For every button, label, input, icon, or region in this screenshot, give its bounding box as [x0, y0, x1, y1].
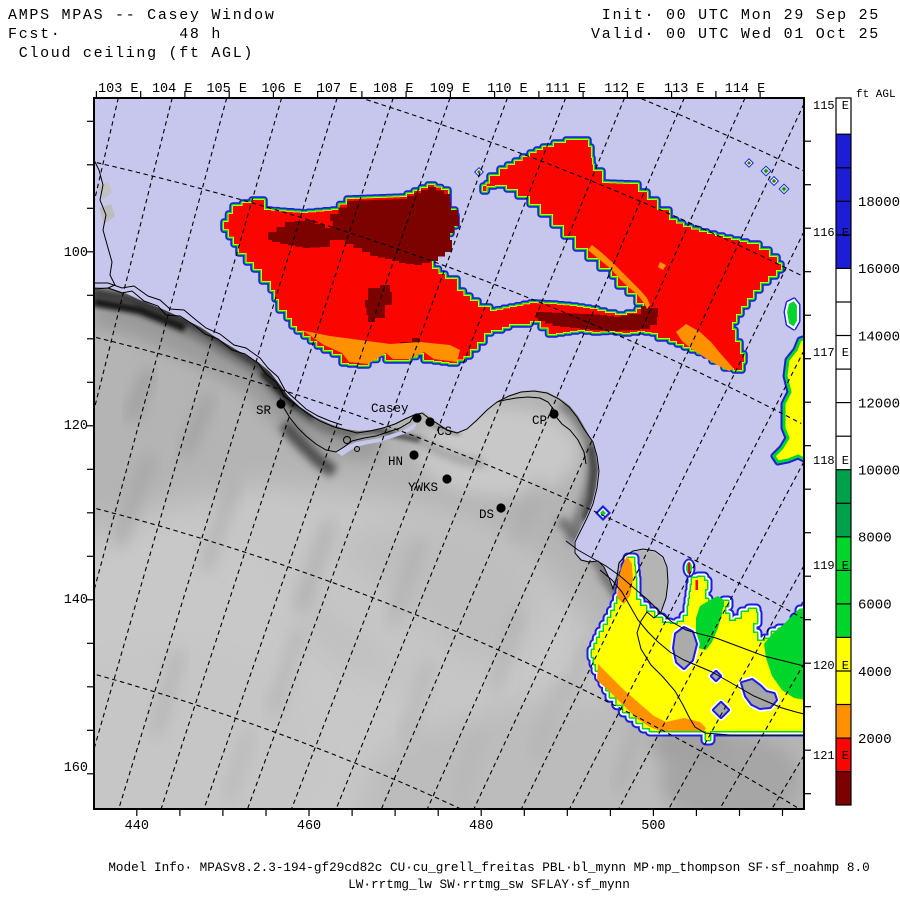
svg-text:111 E: 111 E [545, 82, 586, 97]
svg-text:460: 460 [297, 819, 321, 834]
svg-text:CS: CS [437, 425, 452, 439]
svg-text:105 E: 105 E [206, 82, 247, 97]
svg-text:107 E: 107 E [317, 82, 358, 97]
svg-text:6000: 6000 [858, 598, 892, 614]
svg-text:440: 440 [125, 819, 149, 834]
svg-text:112 E: 112 E [604, 82, 645, 97]
svg-text:8000: 8000 [858, 531, 892, 547]
svg-text:100: 100 [64, 246, 88, 261]
svg-text:4000: 4000 [858, 665, 892, 681]
svg-text:119 E: 119 E [813, 559, 849, 573]
svg-text:16000: 16000 [858, 262, 900, 278]
svg-text:DS: DS [479, 508, 494, 522]
svg-text:2000: 2000 [858, 732, 892, 748]
svg-text:118 E: 118 E [813, 454, 849, 468]
svg-text:110 E: 110 E [487, 82, 528, 97]
svg-text:AMPS MPAS -- Casey Window: AMPS MPAS -- Casey Window [8, 7, 276, 24]
svg-text:121 E: 121 E [813, 749, 849, 763]
svg-text:500: 500 [641, 819, 665, 834]
svg-text:Model Info· MPASv8.2.3-194-gf2: Model Info· MPASv8.2.3-194-gf29cd82c CU·… [108, 860, 869, 875]
svg-text:120: 120 [64, 419, 88, 434]
svg-text:SR: SR [256, 404, 272, 418]
svg-text:116 E: 116 E [813, 226, 849, 240]
svg-text:480: 480 [469, 819, 493, 834]
svg-text:LW·rrtmg_lw SW·rrtmg_sw SFLAY·: LW·rrtmg_lw SW·rrtmg_sw SFLAY·sf_mynn [348, 877, 630, 892]
svg-text:Fcst· 48 h: Fcst· 48 h [8, 26, 222, 43]
svg-text:108 E: 108 E [373, 82, 414, 97]
svg-text:14000: 14000 [858, 329, 900, 345]
svg-text:120 E: 120 E [813, 659, 849, 673]
svg-text:109 E: 109 E [430, 82, 471, 97]
svg-text:106 E: 106 E [261, 82, 302, 97]
svg-text:104 E: 104 E [152, 82, 193, 97]
svg-text:103 E: 103 E [98, 82, 139, 97]
svg-text:12000: 12000 [858, 396, 900, 412]
svg-text:YWKS: YWKS [408, 481, 438, 495]
svg-text:114 E: 114 E [725, 82, 766, 97]
svg-text:160: 160 [64, 761, 88, 776]
svg-text:140: 140 [64, 593, 88, 608]
svg-text:Valid· 00 UTC Wed 01 Oct 25: Valid· 00 UTC Wed 01 Oct 25 [591, 26, 880, 43]
svg-text:115 E: 115 E [813, 99, 849, 113]
svg-text:Casey: Casey [371, 402, 409, 416]
svg-text:ft AGL: ft AGL [856, 89, 896, 101]
svg-text:Cloud ceiling (ft AGL): Cloud ceiling (ft AGL) [8, 45, 254, 62]
svg-text:Init· 00 UTC Mon 29 Sep 25: Init· 00 UTC Mon 29 Sep 25 [602, 7, 880, 24]
svg-text:113 E: 113 E [664, 82, 705, 97]
svg-text:HN: HN [388, 455, 403, 469]
svg-text:CP: CP [532, 414, 547, 428]
svg-text:117 E: 117 E [813, 346, 849, 360]
svg-text:18000: 18000 [858, 195, 900, 211]
svg-text:10000: 10000 [858, 464, 900, 480]
